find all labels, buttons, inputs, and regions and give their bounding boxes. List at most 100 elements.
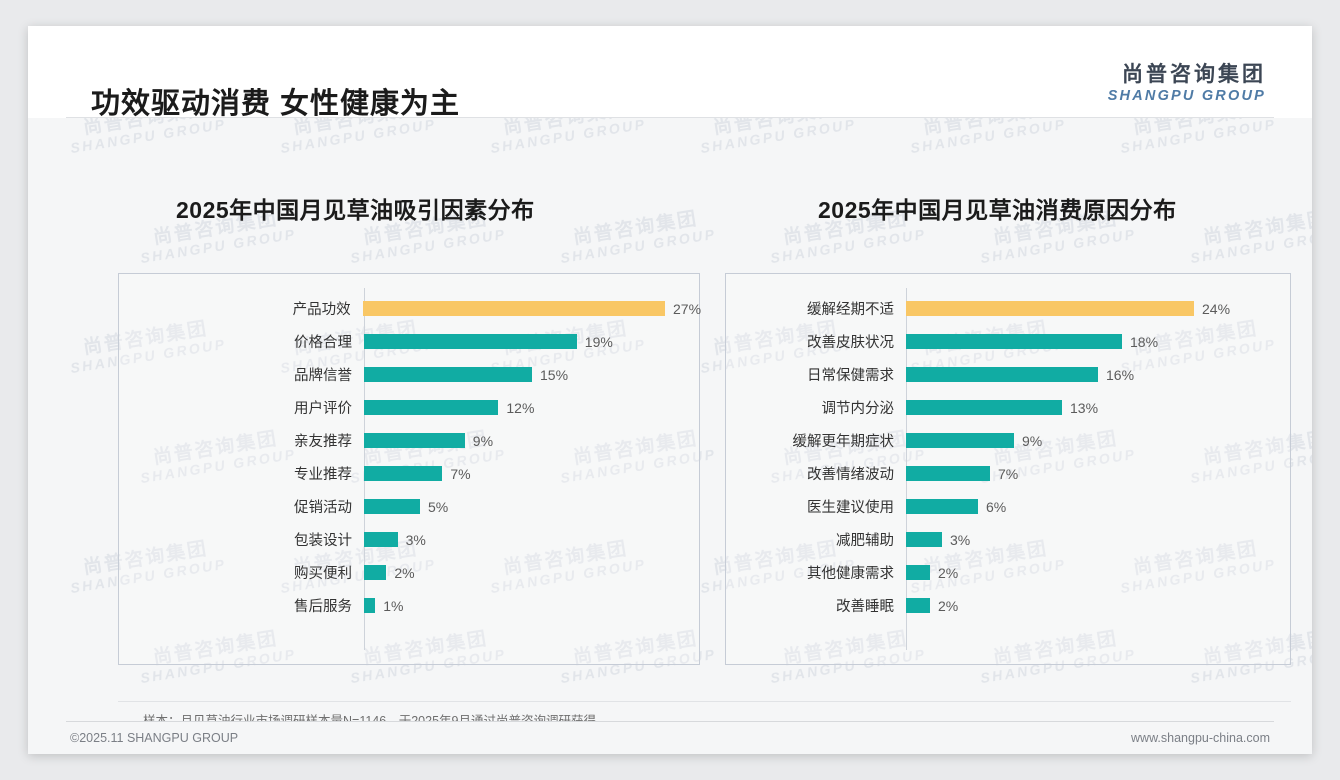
chart-title-right: 2025年中国月见草油消费原因分布 bbox=[818, 197, 1177, 223]
bar bbox=[364, 598, 376, 613]
bar-value-label: 7% bbox=[998, 465, 1019, 482]
bar-value-label: 2% bbox=[394, 564, 415, 581]
chart-bar-row: 促销活动 5% bbox=[119, 490, 699, 523]
bar-track: 7% bbox=[906, 466, 1290, 482]
bar-category-label: 售后服务 bbox=[294, 599, 352, 615]
bar bbox=[906, 400, 1062, 415]
website-link[interactable]: www.shangpu-china.com bbox=[1131, 731, 1270, 745]
copyright-text: ©2025.11 SHANGPU GROUP bbox=[70, 731, 239, 745]
bar-value-label: 24% bbox=[1202, 300, 1231, 317]
bar-category-label: 改善睡眠 bbox=[836, 599, 894, 615]
bar-value-label: 13% bbox=[1070, 399, 1099, 416]
chart-rows: 产品功效 27% 价格合理 19% 品牌信誉 15% 用户评价 12% 亲友推荐 9% 专业推荐 7%… bbox=[119, 292, 702, 622]
bar-category-label: 日常保健需求 bbox=[807, 368, 894, 384]
bar-category-label: 产品功效 bbox=[292, 302, 351, 318]
bar bbox=[364, 466, 443, 481]
bar-track: 9% bbox=[364, 433, 699, 449]
chart-bar-row: 减肥辅助 3% bbox=[726, 523, 1290, 556]
bar-track: 12% bbox=[364, 400, 699, 416]
chart-bar-row: 改善睡眠 2% bbox=[726, 589, 1290, 622]
bar-value-label: 12% bbox=[506, 399, 535, 416]
bar-value-label: 3% bbox=[950, 531, 971, 548]
page-title: 功效驱动消费 女性健康为主 bbox=[91, 88, 461, 120]
chart-left: 产品功效 27% 价格合理 19% 品牌信誉 15% 用户评价 12% 亲友推荐 9% 专业推荐 7%… bbox=[119, 274, 702, 664]
chart-bar-row: 产品功效 27% bbox=[119, 292, 702, 325]
slide-card: 功效驱动消费 女性健康为主 尚普咨询集团 SHANGPU GROUP 尚普咨询集… bbox=[28, 26, 1312, 754]
bar bbox=[906, 334, 1122, 349]
chart-panel-left: 产品功效 27% 价格合理 19% 品牌信誉 15% 用户评价 12% 亲友推荐 9% 专业推荐 7%… bbox=[118, 273, 702, 665]
bar-category-label: 调节内分泌 bbox=[821, 401, 895, 417]
bar bbox=[362, 301, 665, 316]
bar-track: 13% bbox=[906, 400, 1290, 416]
bar bbox=[364, 565, 387, 580]
chart-bar-row: 包装设计 3% bbox=[119, 523, 699, 556]
bar bbox=[906, 466, 990, 481]
bar-value-label: 16% bbox=[1106, 366, 1135, 383]
bar bbox=[906, 598, 930, 613]
chart-bar-row: 缓解经期不适 24% bbox=[726, 292, 1290, 325]
bar bbox=[906, 367, 1098, 382]
chart-right: 缓解经期不适 24% 改善皮肤状况 18% 日常保健需求 16% 调节内分泌 13% 缓解更年期… bbox=[726, 274, 1290, 664]
chart-bar-row: 用户评价 12% bbox=[119, 391, 699, 424]
slide-header: 功效驱动消费 女性健康为主 尚普咨询集团 SHANGPU GROUP bbox=[28, 26, 1312, 120]
bar bbox=[906, 499, 978, 514]
bar-value-label: 1% bbox=[383, 597, 404, 614]
bar-value-label: 27% bbox=[673, 300, 702, 317]
bar-category-label: 亲友推荐 bbox=[294, 434, 352, 450]
chart-title-left: 2025年中国月见草油吸引因素分布 bbox=[176, 197, 535, 223]
bar bbox=[364, 367, 532, 382]
bar-value-label: 9% bbox=[1022, 432, 1043, 449]
bar-track: 16% bbox=[906, 367, 1290, 383]
bar bbox=[364, 499, 420, 514]
chart-bar-row: 品牌信誉 15% bbox=[119, 358, 699, 391]
bar bbox=[364, 532, 398, 547]
bar-track: 5% bbox=[364, 499, 699, 515]
bar bbox=[364, 334, 577, 349]
bar-category-label: 医生建议使用 bbox=[807, 500, 894, 516]
chart-bar-row: 日常保健需求 16% bbox=[726, 358, 1290, 391]
bar-category-label: 改善皮肤状况 bbox=[807, 335, 894, 351]
bar-track: 3% bbox=[906, 532, 1290, 548]
bar-value-label: 2% bbox=[938, 597, 959, 614]
bar-track: 3% bbox=[364, 532, 699, 548]
slide-body: 尚普咨询集团 SHANGPU GROUP 尚普咨询集团 SHANGPU GROUP 尚普… bbox=[28, 118, 1312, 721]
bar-category-label: 包装设计 bbox=[294, 533, 352, 549]
bar bbox=[364, 400, 499, 415]
bar-category-label: 缓解经期不适 bbox=[807, 302, 894, 318]
bar-track: 6% bbox=[906, 499, 1290, 515]
logo-english-text: SHANGPU GROUP bbox=[1107, 87, 1266, 104]
footnote-text: 样本：月见草油行业市场调研样本量N=1146，于2025年9月通过尚普咨询调研获… bbox=[143, 714, 596, 721]
bar bbox=[906, 433, 1014, 448]
bar-category-label: 改善情绪波动 bbox=[807, 467, 894, 483]
logo-chinese-text: 尚普咨询集团 bbox=[1122, 63, 1266, 86]
bar-track: 18% bbox=[906, 334, 1290, 350]
bar-value-label: 18% bbox=[1130, 333, 1159, 350]
bar-value-label: 15% bbox=[540, 366, 569, 383]
chart-bar-row: 亲友推荐 9% bbox=[119, 424, 699, 457]
bar-category-label: 其他健康需求 bbox=[807, 566, 894, 582]
chart-bar-row: 医生建议使用 6% bbox=[726, 490, 1290, 523]
bar-category-label: 品牌信誉 bbox=[294, 368, 352, 384]
bar-value-label: 9% bbox=[472, 432, 494, 449]
chart-bar-row: 价格合理 19% bbox=[119, 325, 699, 358]
bar-track: 19% bbox=[364, 334, 699, 350]
bar-category-label: 购买便利 bbox=[294, 566, 352, 582]
bar bbox=[906, 565, 930, 580]
footer-divider bbox=[66, 721, 1274, 722]
slide-footer: ©2025.11 SHANGPU GROUP www.shangpu-china… bbox=[28, 721, 1312, 754]
chart-panel-right: 缓解经期不适 24% 改善皮肤状况 18% 日常保健需求 16% 调节内分泌 13% 缓解更年期… bbox=[725, 273, 1291, 665]
bar-track: 2% bbox=[906, 565, 1290, 581]
bar-track: 24% bbox=[906, 301, 1290, 317]
chart-bar-row: 改善情绪波动 7% bbox=[726, 457, 1290, 490]
chart-bar-row: 改善皮肤状况 18% bbox=[726, 325, 1290, 358]
bar-track: 27% bbox=[362, 300, 702, 317]
chart-bar-row: 购买便利 2% bbox=[119, 556, 699, 589]
bar-value-label: 6% bbox=[986, 498, 1007, 515]
chart-bar-row: 专业推荐 7% bbox=[119, 457, 699, 490]
bar-value-label: 5% bbox=[428, 498, 449, 515]
bar-category-label: 专业推荐 bbox=[294, 467, 352, 483]
